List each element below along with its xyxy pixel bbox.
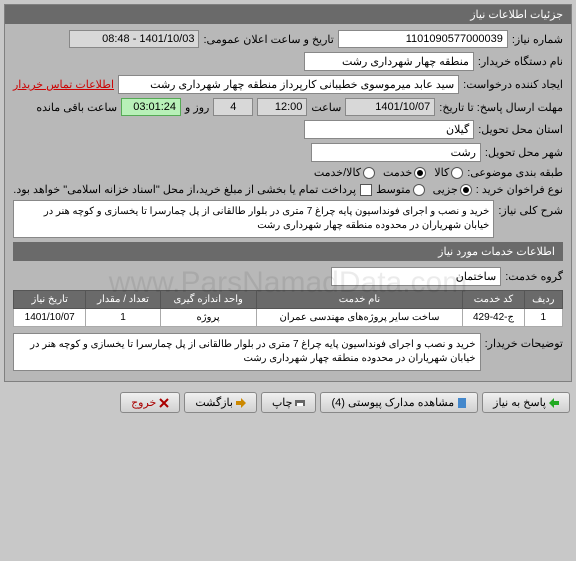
td-row: 1 (524, 309, 562, 327)
deadline-time: 12:00 (257, 98, 307, 116)
deadline-date: 1401/10/07 (345, 98, 435, 116)
buyer-desc-label: توضیحات خریدار: (485, 333, 563, 350)
radio-khidmat[interactable] (414, 167, 426, 179)
reply-icon (549, 398, 559, 408)
main-panel: جزئیات اطلاعات نیاز شماره نیاز: 11010905… (4, 4, 572, 382)
payment-note: پرداخت تمام یا بخشی از مبلغ خرید،از محل … (13, 183, 356, 196)
radio-khidmat-label: خدمت (383, 166, 412, 179)
need-no-label: شماره نیاز: (512, 33, 563, 46)
remain-label: ساعت باقی مانده (36, 101, 117, 114)
radio-kala-khidmat[interactable] (363, 167, 375, 179)
buyer-label: نام دستگاه خریدار: (478, 55, 563, 68)
countdown: 03:01:24 (121, 98, 181, 116)
buyer-desc-text: خرید و نصب و اجرای فونداسیون پایه چراغ 7… (13, 333, 481, 371)
radio-kala-label: کالا (434, 166, 449, 179)
city-label: شهر محل تحویل: (485, 146, 563, 159)
keyword-label: شرح کلی نیاز: (498, 200, 563, 217)
exit-icon (159, 398, 169, 408)
buy-type-radios: جزیی متوسط (376, 183, 472, 196)
print-button[interactable]: چاپ (261, 392, 317, 413)
attachment-icon (457, 398, 467, 408)
province-field: گیلان (304, 120, 474, 139)
th-name: نام خدمت (256, 291, 463, 309)
radio-motavaset-label: متوسط (376, 183, 411, 196)
back-button[interactable]: بازگشت (184, 392, 257, 413)
th-qty: تعداد / مقدار (86, 291, 160, 309)
footer-buttons: پاسخ به نیاز مشاهده مدارک پیوستی (4) چاپ… (0, 386, 576, 419)
buyer-field: منطقه چهار شهرداری رشت (304, 52, 474, 71)
announce-label: تاریخ و ساعت اعلان عمومی: (203, 33, 333, 46)
service-group-label: گروه خدمت: (505, 270, 563, 283)
back-icon (236, 398, 246, 408)
print-label: چاپ (272, 396, 293, 409)
exit-label: خروج (131, 396, 156, 409)
deadline-time-label: ساعت (311, 101, 341, 114)
table-header-row: ردیف کد خدمت نام خدمت واحد اندازه گیری ت… (14, 291, 563, 309)
contact-link[interactable]: اطلاعات تماس خریدار (13, 78, 114, 91)
city-field: رشت (311, 143, 481, 162)
requester-field: سید عابد میرموسوی خطیبانی کارپرداز منطقه… (118, 75, 459, 94)
requester-label: ایجاد کننده درخواست: (463, 78, 563, 91)
radio-jozi-label: جزیی (433, 183, 458, 196)
td-date: 1401/10/07 (14, 309, 86, 327)
attachments-button[interactable]: مشاهده مدارک پیوستی (4) (320, 392, 478, 413)
th-code: کد خدمت (463, 291, 524, 309)
province-label: استان محل تحویل: (478, 123, 563, 136)
th-row: ردیف (524, 291, 562, 309)
category-radios: کالا خدمت کالا/خدمت (314, 166, 463, 179)
table-row[interactable]: 1 ج-42-429 ساخت سایر پروژه‌های مهندسی عم… (14, 309, 563, 327)
exit-button[interactable]: خروج (120, 392, 180, 413)
reply-button[interactable]: پاسخ به نیاز (482, 392, 570, 413)
th-date: تاریخ نیاز (14, 291, 86, 309)
td-name: ساخت سایر پروژه‌های مهندسی عمران (256, 309, 463, 327)
announce-field: 1401/10/03 - 08:48 (69, 30, 199, 48)
buy-type-label: نوع فراخوان خرید : (476, 183, 563, 196)
radio-motavaset[interactable] (413, 184, 425, 196)
service-group-field: ساختمان (331, 267, 501, 286)
days-left: 4 (213, 98, 253, 116)
td-code: ج-42-429 (463, 309, 524, 327)
payment-checkbox[interactable] (360, 184, 372, 196)
th-unit: واحد اندازه گیری (160, 291, 256, 309)
panel-body: شماره نیاز: 1101090577000039 تاریخ و ساع… (5, 24, 571, 381)
deadline-label: مهلت ارسال پاسخ: تا تاریخ: (439, 101, 563, 114)
service-info-header: اطلاعات خدمات مورد نیاز (13, 242, 563, 261)
attachments-label: مشاهده مدارک پیوستی (4) (331, 396, 454, 409)
radio-kala-khidmat-label: کالا/خدمت (314, 166, 361, 179)
need-no-field: 1101090577000039 (338, 30, 508, 48)
category-label: طبقه بندی موضوعی: (467, 166, 563, 179)
radio-kala[interactable] (451, 167, 463, 179)
back-label: بازگشت (195, 396, 233, 409)
reply-label: پاسخ به نیاز (493, 396, 546, 409)
td-unit: پروژه (160, 309, 256, 327)
services-table: ردیف کد خدمت نام خدمت واحد اندازه گیری ت… (13, 290, 563, 327)
panel-header: جزئیات اطلاعات نیاز (5, 5, 571, 24)
keyword-text: خرید و نصب و اجرای فونداسیون پایه چراغ 7… (13, 200, 494, 238)
print-icon (295, 398, 305, 408)
radio-jozi[interactable] (460, 184, 472, 196)
days-label: روز و (185, 101, 209, 114)
td-qty: 1 (86, 309, 160, 327)
